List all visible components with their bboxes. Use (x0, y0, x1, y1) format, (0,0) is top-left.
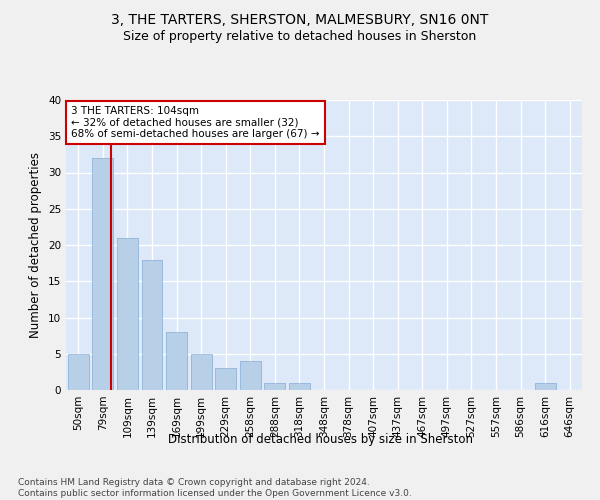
Text: 3 THE TARTERS: 104sqm
← 32% of detached houses are smaller (32)
68% of semi-deta: 3 THE TARTERS: 104sqm ← 32% of detached … (71, 106, 320, 139)
Text: Contains HM Land Registry data © Crown copyright and database right 2024.
Contai: Contains HM Land Registry data © Crown c… (18, 478, 412, 498)
Bar (68, 354, 89, 390)
Bar (215, 368, 236, 390)
Y-axis label: Number of detached properties: Number of detached properties (29, 152, 43, 338)
Bar (289, 383, 310, 390)
Text: Size of property relative to detached houses in Sherston: Size of property relative to detached ho… (124, 30, 476, 43)
Bar (240, 361, 261, 390)
Bar (265, 383, 286, 390)
Bar (215, 368, 236, 390)
Bar (117, 238, 138, 390)
Bar (92, 158, 113, 390)
Bar (191, 354, 212, 390)
Bar (142, 260, 163, 390)
Bar (265, 383, 286, 390)
Bar (142, 260, 163, 390)
Bar (166, 332, 187, 390)
Bar (92, 158, 113, 390)
Bar (68, 354, 89, 390)
Bar (166, 332, 187, 390)
Bar (535, 383, 556, 390)
Bar (117, 238, 138, 390)
Text: 3, THE TARTERS, SHERSTON, MALMESBURY, SN16 0NT: 3, THE TARTERS, SHERSTON, MALMESBURY, SN… (112, 12, 488, 26)
Bar (535, 383, 556, 390)
Bar (240, 361, 261, 390)
Bar (289, 383, 310, 390)
Bar (191, 354, 212, 390)
Text: Distribution of detached houses by size in Sherston: Distribution of detached houses by size … (169, 432, 473, 446)
